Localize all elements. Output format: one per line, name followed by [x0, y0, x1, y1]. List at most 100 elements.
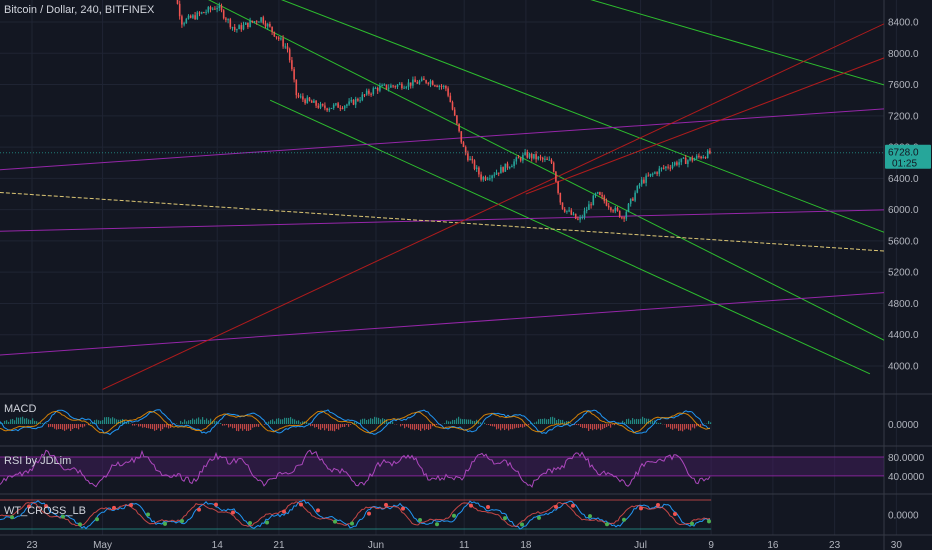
macd-histogram-bar	[88, 424, 90, 426]
candle-body	[317, 105, 320, 108]
candle-body	[508, 167, 511, 169]
macd-histogram-bar	[584, 424, 586, 428]
macd-histogram-bar	[640, 418, 642, 424]
candle-body	[392, 85, 394, 87]
candle-body	[592, 195, 595, 206]
candle-body	[409, 82, 412, 86]
candle-body	[583, 210, 586, 218]
candle-body	[385, 84, 388, 89]
macd-histogram-bar	[696, 424, 698, 427]
macd-histogram-bar	[138, 424, 140, 427]
price-axis[interactable]: 8400.08000.07600.07200.06800.06400.06000…	[888, 18, 925, 522]
macd-histogram-bar	[678, 424, 680, 431]
macd-histogram-bar	[652, 420, 654, 424]
candle-body	[269, 23, 271, 27]
time-axis-tick: 9	[708, 540, 714, 550]
candle-body	[275, 36, 278, 38]
candle-body	[601, 194, 603, 197]
macd-histogram-bar	[282, 419, 284, 424]
price-axis-tick: 7200.0	[888, 111, 919, 122]
macd-histogram-bar	[70, 424, 72, 431]
macd-histogram-bar	[244, 424, 246, 430]
macd-histogram-bar	[596, 424, 598, 430]
macd-histogram-bar	[514, 424, 516, 429]
macd-histogram-bar	[10, 419, 12, 424]
candle-body	[295, 79, 298, 96]
macd-histogram-bar	[72, 424, 74, 430]
candle-body	[640, 179, 643, 185]
candle-body	[530, 153, 533, 159]
macd-histogram-bar	[54, 424, 56, 429]
time-axis[interactable]: 23 May 14 21 Jun 11 18 Jul 9 16 23 30	[26, 540, 902, 550]
candle-body	[522, 154, 524, 161]
macd-histogram-bar	[80, 424, 82, 427]
macd-histogram-bar	[520, 424, 522, 428]
macd-histogram-bar	[222, 424, 224, 426]
macd-histogram-bar	[494, 424, 496, 427]
candle-body	[643, 179, 645, 183]
candle-body	[577, 218, 579, 220]
macd-histogram-bar	[710, 422, 712, 424]
macd-histogram-bar	[290, 417, 292, 424]
wt-cross-dot	[537, 515, 541, 520]
macd-histogram-bar	[20, 417, 22, 424]
candle-body	[348, 101, 350, 105]
macd-histogram-bar	[236, 424, 238, 431]
macd-axis-tick: 0.0000	[888, 420, 919, 431]
macd-histogram-bar	[76, 424, 78, 429]
candle-body	[535, 154, 537, 160]
macd-histogram-bar	[198, 417, 200, 424]
macd-histogram-bar	[168, 424, 170, 429]
trendline-red_line-9	[525, 57, 884, 195]
candle-body	[682, 157, 685, 159]
macd-histogram-bar	[164, 424, 166, 428]
candle-body	[451, 102, 454, 110]
macd-histogram-bar	[692, 424, 694, 428]
macd-histogram-bar	[12, 418, 14, 424]
macd-histogram-bar	[268, 421, 270, 424]
candle-body	[607, 205, 610, 208]
wt-cross-dot	[163, 521, 167, 526]
candle-body	[528, 153, 531, 158]
candle-body	[511, 166, 513, 168]
macd-histogram-bar	[454, 419, 456, 424]
macd-histogram-bar	[310, 424, 312, 427]
candle-body	[350, 99, 353, 102]
candle-body	[629, 198, 632, 204]
candle-body	[464, 147, 467, 154]
candle-body	[220, 5, 223, 11]
price-axis-tick: 4000.0	[888, 362, 919, 373]
macd-histogram-bar	[404, 424, 406, 429]
candle-body	[416, 82, 419, 84]
candle-body	[541, 157, 544, 160]
macd-histogram-bar	[542, 418, 544, 424]
wt-cross-dot	[299, 502, 303, 507]
macd-histogram-bar	[16, 417, 18, 424]
macd-histogram-bar	[140, 424, 142, 427]
macd-histogram-bar	[68, 424, 70, 429]
candle-body	[460, 131, 463, 143]
macd-histogram-bar	[606, 424, 608, 428]
candle-body	[203, 12, 205, 14]
macd-histogram-bar	[594, 424, 596, 430]
candle-body	[458, 123, 460, 132]
candle-body	[273, 31, 276, 37]
macd-histogram-bar	[410, 424, 412, 430]
macd-histogram-bar	[62, 424, 64, 430]
macd-histogram-bar	[78, 424, 80, 430]
macd-histogram-bar	[468, 419, 470, 424]
wt-cross-dot	[27, 504, 31, 509]
macd-histogram-bar	[576, 424, 578, 425]
macd-histogram-bar	[504, 424, 506, 431]
macd-histogram-bar	[378, 417, 380, 424]
macd-histogram-bar	[98, 420, 100, 424]
time-axis-tick: Jun	[368, 540, 384, 550]
wt-cross-dot	[520, 522, 524, 527]
wt-cross-dot	[146, 512, 150, 517]
macd-histogram-bar	[292, 418, 294, 424]
candle-body	[704, 157, 707, 159]
macd-histogram-bar	[474, 421, 476, 424]
macd-histogram-bar	[284, 417, 286, 424]
candle-body	[480, 174, 482, 180]
